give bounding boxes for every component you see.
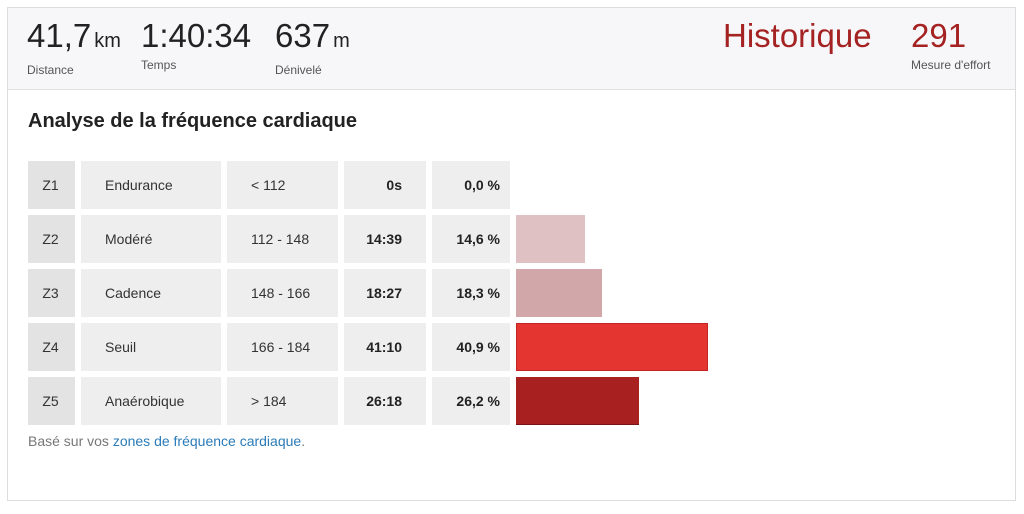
zone-range: < 112 [227,161,338,209]
zone-time: 14:39 [344,215,426,263]
zone-name: Modéré [81,215,221,263]
time-value: 1:40:34 [141,17,252,54]
elevation-unit: m [333,30,350,52]
zone-id: Z2 [28,215,75,263]
heart-rate-zones-link[interactable]: zones de fréquence cardiaque [112,433,302,449]
elevation-label: Dénivelé [275,63,322,77]
zone-percent: 40,9 % [432,323,510,371]
zone-range: 166 - 184 [227,323,338,371]
zones-footnote: Basé sur vos zones de fréquence cardiaqu… [28,433,305,449]
distance-value: 41,7 [27,17,92,54]
time-label: Temps [141,58,177,72]
footnote-prefix: Basé sur vos [28,433,113,449]
zone-time: 41:10 [344,323,426,371]
zone-bar [516,215,585,263]
zone-name: Cadence [81,269,221,317]
distance-unit: km [94,30,121,52]
zone-id: Z5 [28,377,75,425]
zone-percent: 14,6 % [432,215,510,263]
zone-id: Z1 [28,161,75,209]
stat-time: 1:40:34 Temps [141,17,252,73]
zone-bar [516,377,639,425]
zone-percent: 18,3 % [432,269,510,317]
zone-time: 18:27 [344,269,426,317]
footnote-suffix: . [301,433,306,449]
zone-id: Z3 [28,269,75,317]
zone-time: 26:18 [344,377,426,425]
heart-rate-card: 41,7 km Distance 1:40:34 Temps 637 m Déniv… [7,7,1016,501]
stat-effort-history[interactable]: Historique [723,18,872,54]
effort-score-value: 291 [911,17,967,54]
stat-effort-score: 291 Mesure d'effort [911,17,991,73]
activity-stats-bar: 41,7 km Distance 1:40:34 Temps 637 m Déniv… [8,8,1015,90]
zone-range: > 184 [227,377,338,425]
section-title: Analyse de la fréquence cardiaque [28,110,358,132]
zone-percent: 26,2 % [432,377,510,425]
zone-id: Z4 [28,323,75,371]
zone-range: 148 - 166 [227,269,338,317]
distance-label: Distance [27,63,74,77]
stat-distance: 41,7 km Distance [27,17,121,78]
elevation-value: 637 [275,17,331,54]
zone-name: Seuil [81,323,221,371]
stat-elevation: 637 m Dénivelé [275,17,350,78]
zone-range: 112 - 148 [227,215,338,263]
zone-name: Anaérobique [81,377,221,425]
effort-history-link[interactable]: Historique [723,17,872,54]
zone-name: Endurance [81,161,221,209]
zone-time: 0s [344,161,426,209]
zone-bar [516,323,708,371]
zone-percent: 0,0 % [432,161,510,209]
zone-bar [516,269,602,317]
effort-score-label: Mesure d'effort [911,58,991,72]
